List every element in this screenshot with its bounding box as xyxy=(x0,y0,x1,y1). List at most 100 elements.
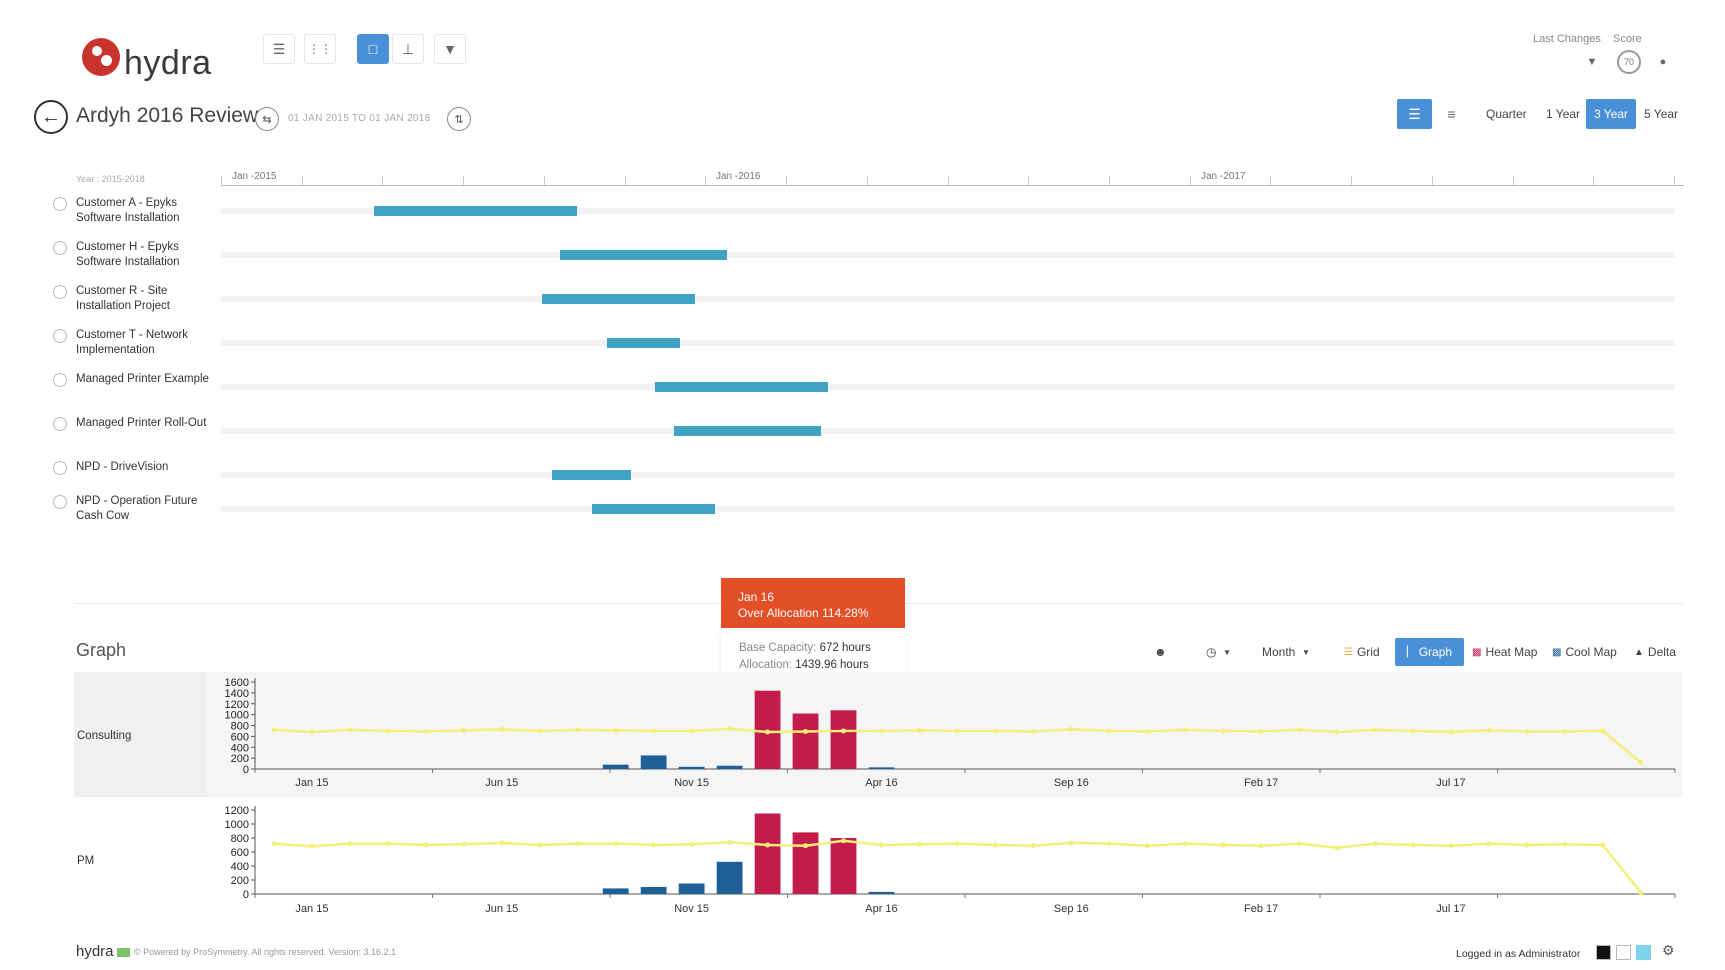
capacity-point xyxy=(385,841,391,847)
pm-chart: 0 200 400 600 800 1000 1200 Jan 15 Jun 15 Nov 15 A… xyxy=(225,805,1676,915)
allocation-bar xyxy=(830,710,857,769)
capacity-point xyxy=(954,728,960,734)
task-select-radio[interactable] xyxy=(53,461,67,475)
triangle-up-icon: ▲ xyxy=(1634,646,1644,658)
score-badge[interactable]: 70 xyxy=(1617,50,1641,74)
task-bar[interactable] xyxy=(607,338,681,348)
y-tick-label: 1200 xyxy=(225,699,249,711)
capacity-point xyxy=(309,729,315,735)
capacity-point xyxy=(1562,841,1568,847)
grid-icon: ☰ xyxy=(1344,646,1353,658)
cool-map-button[interactable]: ▩ Cool Map xyxy=(1546,638,1623,666)
base-capacity-value: 672 hours xyxy=(819,642,871,654)
theme-dark-swatch[interactable] xyxy=(1596,945,1611,960)
indent-list-icon: ≡ xyxy=(1447,106,1456,122)
grid-view-label: Grid xyxy=(1356,645,1380,659)
theme-blue-swatch[interactable] xyxy=(1636,945,1651,960)
org-chart-button[interactable]: ⊥ xyxy=(392,34,424,64)
period-3-year[interactable]: 3 Year xyxy=(1586,99,1637,129)
task-label: Customer T - Network Implementation xyxy=(76,329,189,356)
capacity-point xyxy=(1296,841,1302,847)
capacity-point xyxy=(1600,842,1606,848)
task-select-radio[interactable] xyxy=(53,417,67,431)
time-filter-button[interactable]: ◷ ▼ xyxy=(1200,638,1237,666)
x-tick-label: Jul 17 xyxy=(1436,777,1465,789)
indent-view-button[interactable]: ≡ xyxy=(1434,99,1469,129)
y-tick-label: 400 xyxy=(231,861,249,873)
lightbulb-button[interactable]: ● xyxy=(1651,50,1675,74)
capacity-point xyxy=(727,726,733,732)
allocation-bar xyxy=(868,767,895,769)
gantt-tick xyxy=(1351,176,1353,185)
resources-button[interactable]: ☻ xyxy=(1148,638,1173,666)
gantt-tick xyxy=(382,176,384,185)
task-label: NPD - Operation Future Cash Cow xyxy=(76,495,198,522)
y-tick-label: 800 xyxy=(231,721,249,733)
task-bar[interactable] xyxy=(542,294,695,304)
scenario-toggle-button[interactable]: ⇆ xyxy=(255,107,279,131)
task-bar[interactable] xyxy=(552,470,631,480)
capacity-point xyxy=(727,839,733,845)
x-tick-label: Sep 16 xyxy=(1054,777,1089,789)
task-bar[interactable] xyxy=(559,250,727,260)
capacity-point xyxy=(1486,727,1492,733)
capacity-point xyxy=(1334,729,1340,735)
settings-button[interactable]: ⚙ xyxy=(1662,942,1675,959)
capacity-point xyxy=(1524,728,1530,734)
month-select[interactable]: Month ▼ xyxy=(1256,638,1316,666)
task-bar[interactable] xyxy=(591,504,715,514)
back-button[interactable]: ← xyxy=(34,100,68,134)
task-track xyxy=(221,428,1674,434)
gantt-tick xyxy=(221,176,222,185)
footer-status-badge xyxy=(117,948,130,957)
task-select-radio[interactable] xyxy=(53,373,67,387)
gantt-tick xyxy=(463,176,465,185)
theme-light-swatch[interactable] xyxy=(1616,945,1631,960)
period-1-year[interactable]: 1 Year xyxy=(1546,107,1581,121)
document-view-button[interactable]: □ xyxy=(357,34,389,64)
capacity-point xyxy=(423,842,429,848)
app-logo-text: hydra xyxy=(124,44,212,82)
score-label: Score xyxy=(1613,33,1642,45)
period-quarter[interactable]: Quarter xyxy=(1486,107,1527,121)
heat-map-button[interactable]: ▩ Heat Map xyxy=(1466,638,1543,666)
capacity-point xyxy=(803,728,809,734)
graph-view-button[interactable]: ▏ Graph xyxy=(1395,638,1465,666)
date-range-picker-button[interactable]: ⇅ xyxy=(447,107,471,131)
capacity-point xyxy=(1030,728,1036,734)
task-bar[interactable] xyxy=(674,426,822,436)
task-select-radio[interactable] xyxy=(53,285,67,299)
capacity-point xyxy=(841,728,847,734)
filter-button[interactable]: ▼ xyxy=(434,34,466,64)
document-icon: □ xyxy=(368,41,378,57)
task-bar[interactable] xyxy=(373,206,577,216)
task-select-radio[interactable] xyxy=(53,197,67,211)
task-select-radio[interactable] xyxy=(53,241,67,255)
calendar-icon: ⇅ xyxy=(454,113,464,126)
task-select-radio[interactable] xyxy=(53,495,67,509)
task-select-radio[interactable] xyxy=(53,329,67,343)
capacity-point xyxy=(1030,843,1036,849)
list-icon: ☰ xyxy=(1408,105,1421,122)
list-view-button[interactable]: ☰ xyxy=(1397,99,1432,129)
last-changes-dropdown[interactable]: ▼ xyxy=(1580,50,1604,74)
capacity-point xyxy=(992,842,998,848)
task-bar[interactable] xyxy=(655,382,829,392)
x-tick-label: Sep 16 xyxy=(1054,903,1089,915)
task-label: Customer H - Epyks Software Installation xyxy=(76,241,180,268)
gear-icon: ⚙ xyxy=(1662,942,1675,958)
capacity-point xyxy=(1182,841,1188,847)
capacity-point xyxy=(613,841,619,847)
gantt-tick xyxy=(786,176,788,185)
grid-dots-icon: ⋮⋮ xyxy=(308,42,332,56)
period-5-year[interactable]: 5 Year xyxy=(1644,107,1679,121)
grid-view-button[interactable]: ☰ Grid xyxy=(1338,638,1386,666)
cool-map-icon: ▩ xyxy=(1552,646,1562,658)
apps-grid-button[interactable]: ⋮⋮ xyxy=(304,34,336,64)
task-track xyxy=(221,340,1674,346)
capacity-point xyxy=(309,843,315,849)
delta-button[interactable]: ▲ Delta xyxy=(1628,638,1682,666)
layers-button[interactable]: ☰ xyxy=(263,34,295,64)
y-tick-label: 0 xyxy=(243,764,249,776)
gantt-tick xyxy=(1270,176,1272,185)
